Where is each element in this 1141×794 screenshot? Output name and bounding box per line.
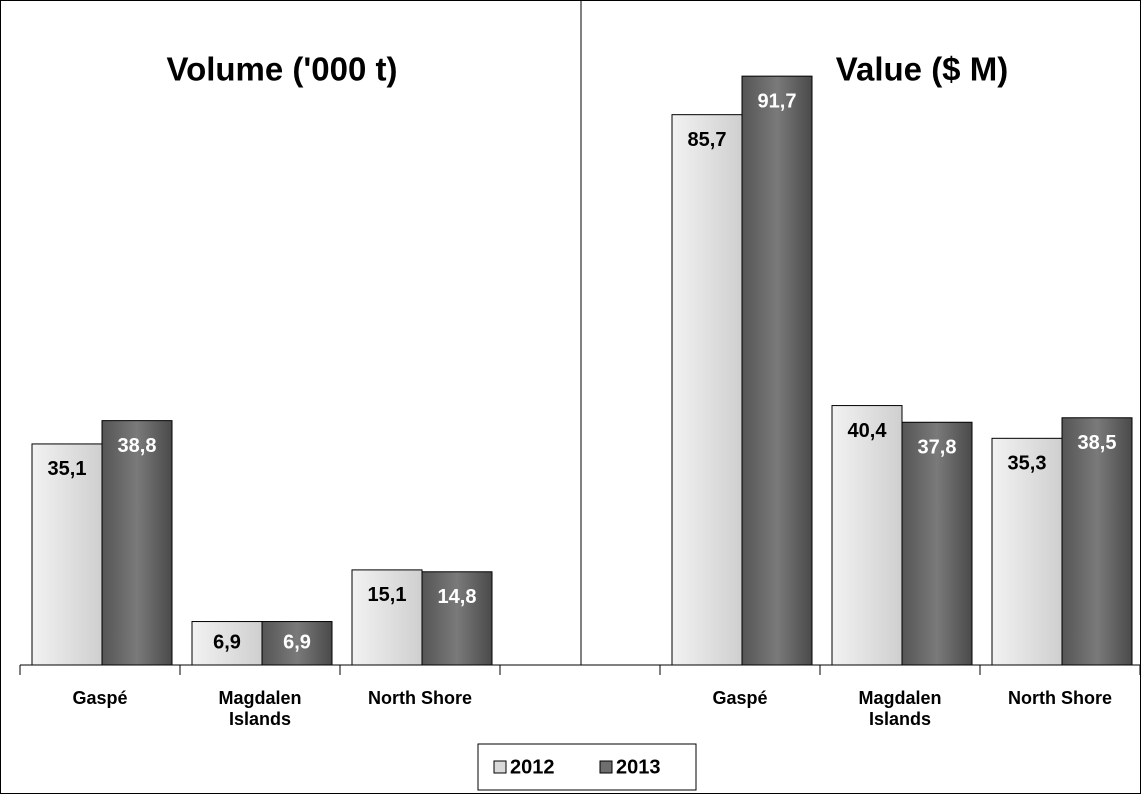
x-tick-label: Gaspé — [72, 688, 128, 708]
data-label: 37,8 — [918, 437, 957, 459]
bar — [421, 571, 493, 666]
bar — [741, 75, 813, 666]
panel-title: Volume ('000 t) — [167, 51, 398, 88]
data-label: 38,8 — [118, 435, 157, 457]
legend — [477, 743, 697, 791]
bar — [351, 569, 423, 666]
bar — [191, 621, 263, 666]
data-label: 35,3 — [1008, 453, 1047, 475]
bar — [831, 405, 903, 666]
bar — [1061, 417, 1133, 666]
data-label: 6,9 — [213, 632, 241, 654]
bar — [991, 437, 1063, 666]
data-label: 35,1 — [48, 458, 87, 480]
x-tick-label: Magdalen Islands — [218, 688, 302, 729]
bar — [261, 621, 333, 666]
data-label: 91,7 — [758, 90, 797, 112]
legend-label: 2013 — [616, 756, 661, 778]
bar — [901, 421, 973, 666]
data-label: 6,9 — [283, 632, 311, 654]
x-tick-label: Gaspé — [712, 688, 768, 708]
legend-label: 2012 — [510, 756, 555, 778]
bar — [101, 420, 173, 666]
legend-swatch — [599, 760, 613, 774]
x-tick-label: Magdalen Islands — [858, 688, 942, 729]
data-label: 85,7 — [688, 129, 727, 151]
x-tick-label: North Shore — [1007, 688, 1112, 708]
data-label: 14,8 — [438, 586, 477, 608]
data-label: 15,1 — [368, 584, 407, 606]
legend-swatch — [493, 760, 507, 774]
x-tick-label: North Shore — [367, 688, 472, 708]
panel-title: Value ($ M) — [836, 51, 1008, 88]
bar — [31, 443, 103, 666]
data-label: 38,5 — [1078, 432, 1117, 454]
bar — [671, 114, 743, 666]
data-label: 40,4 — [848, 420, 888, 442]
